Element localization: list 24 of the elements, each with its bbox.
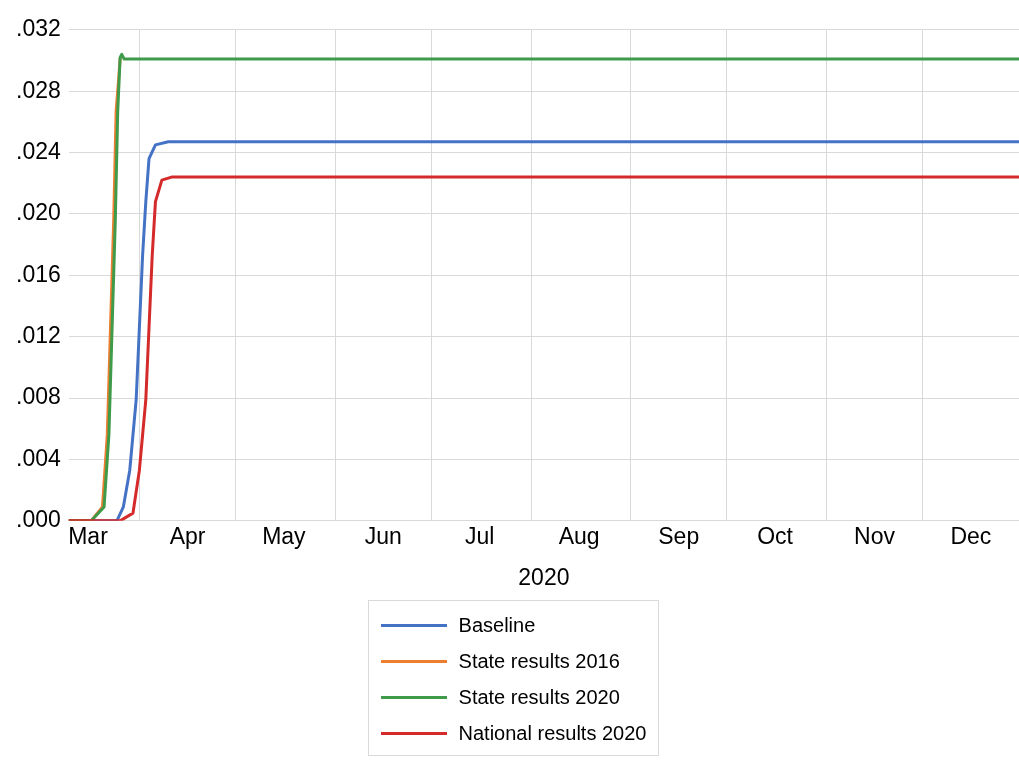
x-tick-label: Nov bbox=[854, 522, 896, 549]
x-tick-label: Aug bbox=[558, 522, 600, 549]
x-axis-title: 2020 bbox=[518, 563, 570, 590]
legend-label: National results 2020 bbox=[458, 721, 647, 745]
y-tick-label: .000 bbox=[16, 506, 61, 533]
y-tick-label: .020 bbox=[16, 199, 61, 226]
legend-label: State results 2020 bbox=[458, 685, 620, 709]
y-tick-label: .032 bbox=[16, 15, 61, 42]
y-tick-label: .004 bbox=[16, 444, 61, 471]
y-tick-label: .028 bbox=[16, 76, 61, 103]
x-tick-label: Oct bbox=[757, 522, 794, 549]
x-tick-label: May bbox=[262, 522, 307, 549]
y-tick-label: .024 bbox=[16, 137, 61, 164]
y-tick-label: .012 bbox=[16, 322, 61, 349]
x-tick-label: Sep bbox=[658, 522, 700, 549]
x-tick-label: Apr bbox=[169, 522, 206, 549]
legend-label: Baseline bbox=[458, 613, 536, 637]
y-tick-label: .008 bbox=[16, 383, 61, 410]
x-tick-label: Jul bbox=[464, 522, 495, 549]
y-tick-label: .016 bbox=[16, 260, 61, 287]
legend-label: State results 2016 bbox=[458, 649, 620, 673]
x-tick-label: Mar bbox=[68, 522, 109, 549]
x-tick-label: Jun bbox=[364, 522, 402, 549]
x-tick-label: Dec bbox=[950, 522, 992, 549]
